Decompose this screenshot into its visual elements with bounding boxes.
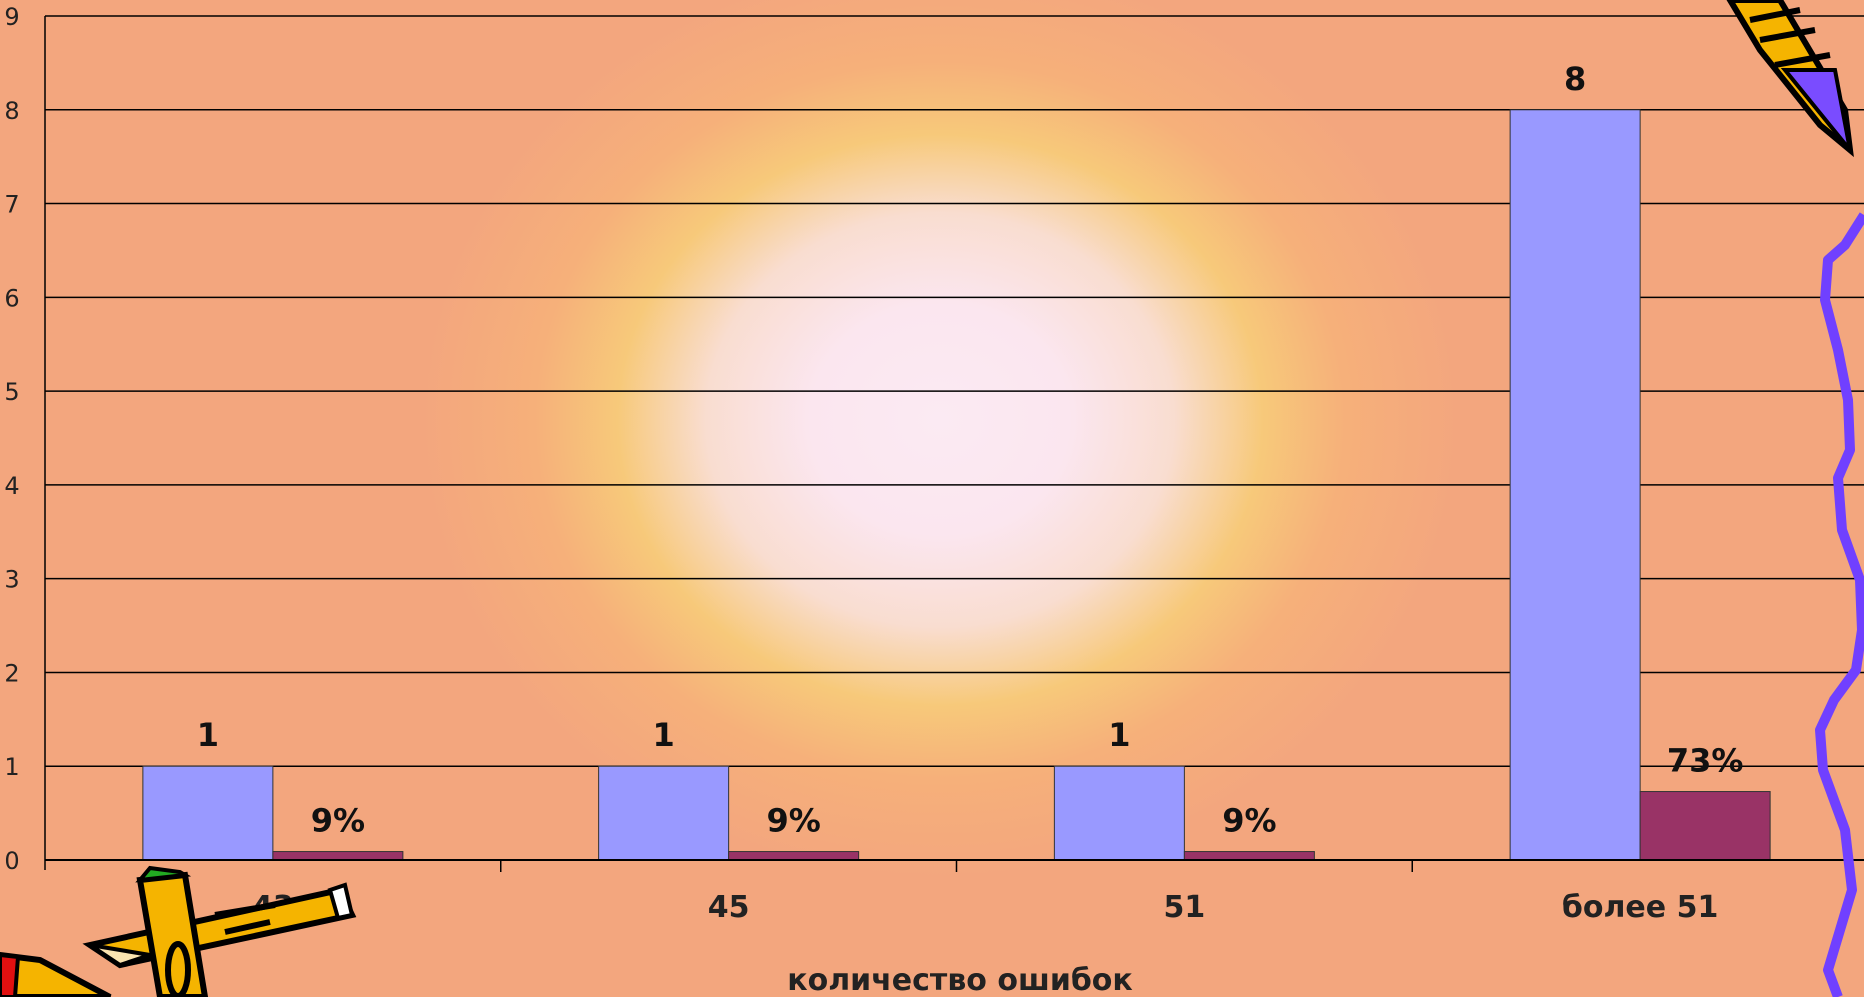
data-label: 9% (311, 802, 365, 840)
bar (1183, 851, 1315, 861)
bar (1509, 109, 1641, 861)
x-tick-label: более 51 (1562, 890, 1718, 925)
y-tick-label: 2 (4, 659, 19, 687)
y-tick-label: 8 (4, 97, 19, 125)
data-label: 73% (1667, 742, 1744, 780)
y-tick-label: 5 (4, 378, 19, 406)
y-tick-label: 6 (4, 284, 19, 312)
x-tick-label: 51 (1164, 890, 1206, 925)
bar (1053, 765, 1185, 861)
data-label: 8 (1564, 60, 1586, 98)
x-tick-label: 45 (708, 890, 750, 925)
data-label: 9% (766, 802, 820, 840)
bar (598, 765, 730, 861)
bar (728, 851, 860, 861)
pencils-clipart-icon (0, 865, 357, 997)
y-tick-label: 4 (4, 472, 19, 500)
x-axis-title: количество ошибок (787, 963, 1133, 997)
y-tick-label: 9 (4, 3, 19, 31)
data-label: 1 (652, 716, 674, 754)
data-label: 9% (1222, 802, 1276, 840)
data-label: 1 (197, 716, 219, 754)
y-tick-label: 1 (4, 753, 19, 781)
bar (272, 851, 404, 861)
bar (1639, 791, 1771, 861)
bar (142, 765, 274, 861)
y-tick-label: 0 (4, 847, 19, 875)
y-tick-label: 3 (4, 566, 19, 594)
pencil-clipart-icon (1726, 0, 1854, 158)
data-label: 1 (1108, 716, 1130, 754)
purple-squiggle-icon (1815, 212, 1864, 997)
y-tick-label: 7 (4, 191, 19, 219)
